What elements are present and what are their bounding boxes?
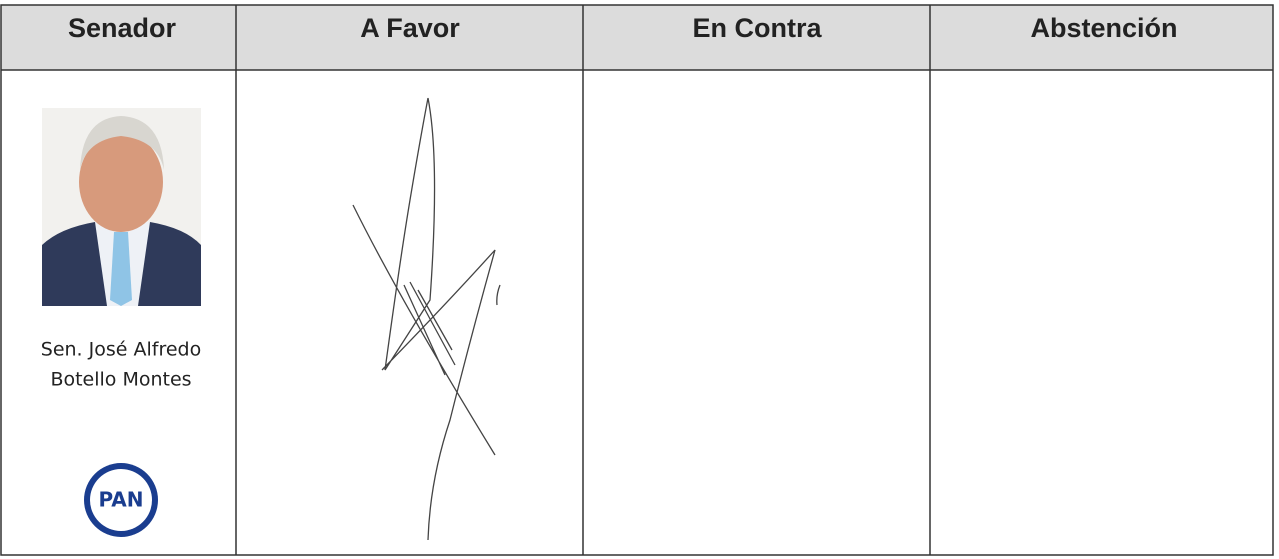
signature (352, 97, 501, 541)
senator-photo (42, 108, 201, 306)
header-cell: A Favor (360, 13, 460, 43)
header-cell: Abstención (1030, 13, 1177, 43)
party-logo: PAN (84, 463, 158, 537)
party-name: PAN (98, 488, 143, 512)
header-row (1, 5, 1273, 70)
header-cell: En Contra (692, 13, 822, 43)
header-cell: Senador (68, 13, 177, 43)
table-border (0, 4, 1274, 556)
senator-name: Sen. José Alfredo (41, 339, 201, 361)
senator-name: Botello Montes (50, 369, 191, 391)
